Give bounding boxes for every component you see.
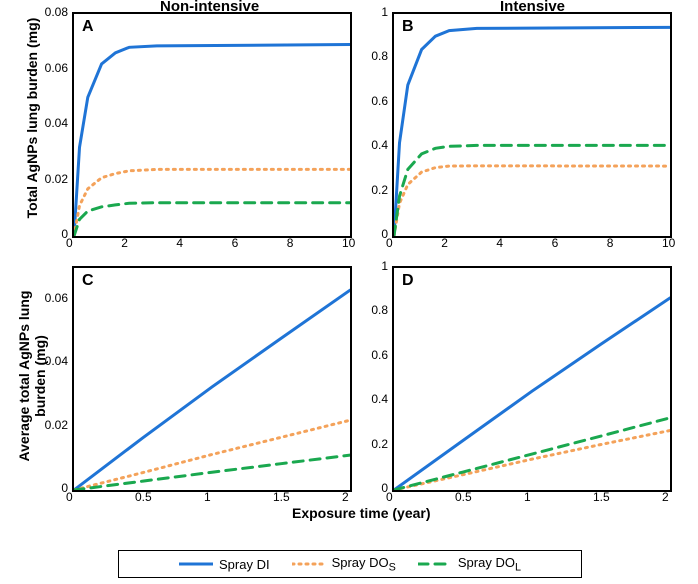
panel-grid: A B C D xyxy=(72,12,672,492)
series-di xyxy=(74,45,350,236)
xtick: 1 xyxy=(524,490,531,504)
legend-item-dos: Spray DOS xyxy=(292,555,396,574)
legend-item-di: Spray DI xyxy=(179,557,270,572)
xtick: 1.5 xyxy=(593,490,610,504)
xtick: 0 xyxy=(386,490,393,504)
series-dol xyxy=(394,418,670,490)
xtick: 2 xyxy=(342,490,349,504)
ytick: 0.2 xyxy=(371,183,388,197)
xtick: 8 xyxy=(287,236,294,250)
xtick: 6 xyxy=(552,236,559,250)
xtick: 6 xyxy=(232,236,239,250)
legend-label-dol: Spray DOL xyxy=(458,555,521,574)
legend: Spray DI Spray DOS Spray DOL xyxy=(118,550,582,578)
xtick: 10 xyxy=(662,236,675,250)
panel-B: B xyxy=(392,12,672,238)
xtick: 2 xyxy=(662,490,669,504)
xtick: 0 xyxy=(386,236,393,250)
ytick: 0.06 xyxy=(45,291,68,305)
figure: Non-intensive Intensive Total AgNPs lung… xyxy=(0,0,698,584)
xtick: 0.5 xyxy=(455,490,472,504)
xtick: 2 xyxy=(121,236,128,250)
series-dos xyxy=(394,166,670,236)
series-di xyxy=(74,290,350,490)
ytick: 0.06 xyxy=(45,61,68,75)
xtick: 4 xyxy=(496,236,503,250)
legend-swatch-dos xyxy=(292,557,326,571)
xtick: 2 xyxy=(441,236,448,250)
ytick: 0.04 xyxy=(45,354,68,368)
ytick: 1 xyxy=(381,259,388,273)
legend-swatch-dol xyxy=(418,557,452,571)
ytick: 1 xyxy=(381,5,388,19)
ytick: 0.04 xyxy=(45,116,68,130)
xtick: 4 xyxy=(176,236,183,250)
series-di xyxy=(394,27,670,236)
legend-label-dos: Spray DOS xyxy=(332,555,396,574)
xlabel: Exposure time (year) xyxy=(292,505,431,521)
panel-D: D xyxy=(392,266,672,492)
xtick: 0.5 xyxy=(135,490,152,504)
xtick: 8 xyxy=(607,236,614,250)
ytick: 0.02 xyxy=(45,172,68,186)
xtick: 10 xyxy=(342,236,355,250)
legend-swatch-di xyxy=(179,557,213,571)
xtick: 1.5 xyxy=(273,490,290,504)
legend-item-dol: Spray DOL xyxy=(418,555,521,574)
xtick: 0 xyxy=(66,236,73,250)
legend-label-di: Spray DI xyxy=(219,557,270,572)
ylabel-top: Total AgNPs lung burden (mg) xyxy=(24,8,40,228)
series-dol xyxy=(394,145,670,236)
series-dol xyxy=(74,203,350,236)
panel-A: A xyxy=(72,12,352,238)
ytick: 0.8 xyxy=(371,49,388,63)
panel-C: C xyxy=(72,266,352,492)
ytick: 0.4 xyxy=(371,392,388,406)
series-di xyxy=(394,298,670,490)
xtick: 0 xyxy=(66,490,73,504)
ylabel-bottom: Average total AgNPs lung burden (mg) xyxy=(16,266,48,486)
ytick: 0.2 xyxy=(371,437,388,451)
ytick: 0.08 xyxy=(45,5,68,19)
ytick: 0.8 xyxy=(371,303,388,317)
ytick: 0.4 xyxy=(371,138,388,152)
series-dos xyxy=(74,420,350,490)
ytick: 0.02 xyxy=(45,418,68,432)
xtick: 1 xyxy=(204,490,211,504)
ytick: 0.6 xyxy=(371,348,388,362)
ytick: 0.6 xyxy=(371,94,388,108)
